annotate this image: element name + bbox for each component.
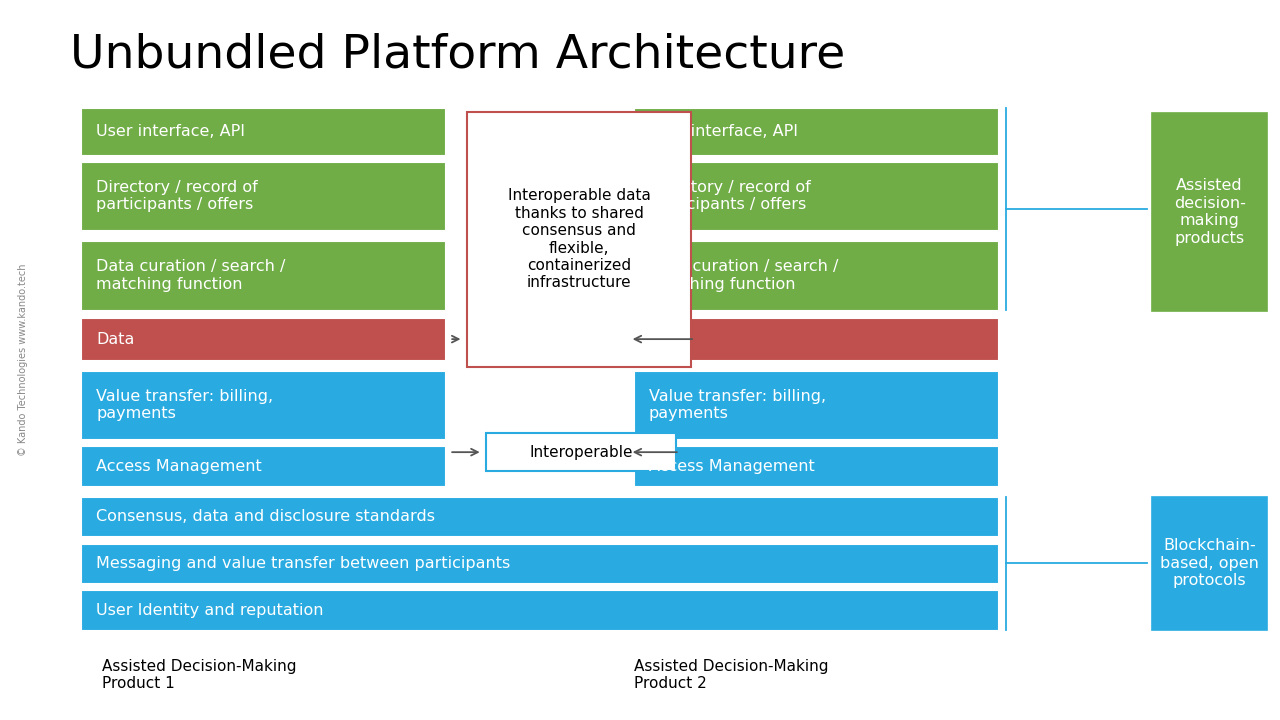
- FancyBboxPatch shape: [486, 433, 676, 471]
- Text: Interoperable data
thanks to shared
consensus and
flexible,
containerized
infras: Interoperable data thanks to shared cons…: [508, 189, 650, 290]
- Text: Value transfer: billing,
payments: Value transfer: billing, payments: [96, 389, 273, 421]
- Text: Directory / record of
participants / offers: Directory / record of participants / off…: [96, 180, 257, 212]
- Text: Assisted Decision-Making
Product 1: Assisted Decision-Making Product 1: [102, 659, 297, 691]
- FancyBboxPatch shape: [467, 112, 691, 367]
- Text: Unbundled Platform Architecture: Unbundled Platform Architecture: [70, 32, 846, 77]
- FancyBboxPatch shape: [634, 446, 998, 486]
- FancyBboxPatch shape: [81, 162, 445, 230]
- Text: Data: Data: [649, 332, 687, 346]
- Text: Value transfer: billing,
payments: Value transfer: billing, payments: [649, 389, 826, 421]
- Text: Blockchain-
based, open
protocols: Blockchain- based, open protocols: [1160, 539, 1260, 588]
- FancyBboxPatch shape: [1152, 113, 1267, 311]
- FancyBboxPatch shape: [634, 371, 998, 439]
- FancyBboxPatch shape: [81, 318, 445, 360]
- Text: Data: Data: [96, 332, 134, 346]
- FancyBboxPatch shape: [81, 544, 998, 583]
- Text: Data curation / search /
matching function: Data curation / search / matching functi…: [96, 259, 285, 292]
- Text: Data curation / search /
matching function: Data curation / search / matching functi…: [649, 259, 838, 292]
- Text: Access Management: Access Management: [649, 459, 814, 474]
- Text: Consensus, data and disclosure standards: Consensus, data and disclosure standards: [96, 509, 435, 524]
- FancyBboxPatch shape: [1152, 497, 1267, 630]
- Text: User interface, API: User interface, API: [649, 124, 797, 139]
- Text: Access Management: Access Management: [96, 459, 261, 474]
- FancyBboxPatch shape: [634, 241, 998, 310]
- FancyBboxPatch shape: [634, 318, 998, 360]
- FancyBboxPatch shape: [81, 590, 998, 630]
- FancyBboxPatch shape: [634, 108, 998, 155]
- Text: Assisted
decision-
making
products: Assisted decision- making products: [1174, 179, 1245, 246]
- FancyBboxPatch shape: [81, 446, 445, 486]
- Text: User interface, API: User interface, API: [96, 124, 244, 139]
- FancyBboxPatch shape: [634, 162, 998, 230]
- FancyBboxPatch shape: [81, 371, 445, 439]
- Text: Interoperable: Interoperable: [530, 445, 632, 459]
- FancyBboxPatch shape: [81, 497, 998, 536]
- Text: Directory / record of
participants / offers: Directory / record of participants / off…: [649, 180, 810, 212]
- Text: Messaging and value transfer between participants: Messaging and value transfer between par…: [96, 556, 511, 571]
- Text: © Kando Technologies www.kando.tech: © Kando Technologies www.kando.tech: [18, 264, 28, 456]
- FancyBboxPatch shape: [81, 241, 445, 310]
- Text: User Identity and reputation: User Identity and reputation: [96, 603, 324, 618]
- Text: Assisted Decision-Making
Product 2: Assisted Decision-Making Product 2: [634, 659, 828, 691]
- FancyBboxPatch shape: [81, 108, 445, 155]
